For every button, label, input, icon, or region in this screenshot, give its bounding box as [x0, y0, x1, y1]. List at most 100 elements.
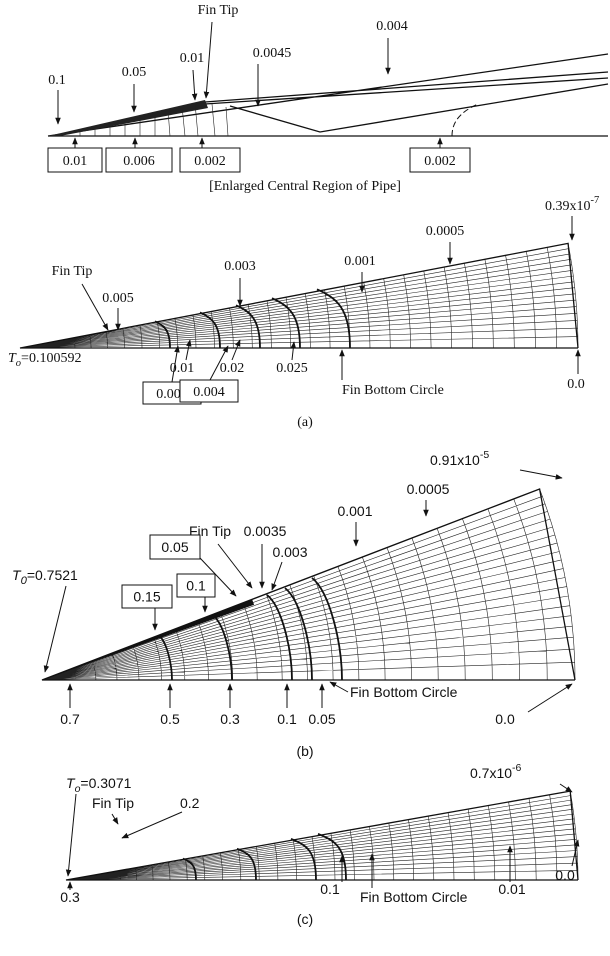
arrow — [571, 839, 580, 867]
boxed-label: 0.002 — [194, 154, 226, 169]
boxed-label: 0.05 — [161, 539, 188, 555]
fin — [48, 100, 208, 136]
label-box — [179, 147, 241, 173]
pipe-edges — [47, 53, 609, 137]
arrow — [185, 339, 192, 361]
enlarged-region: Fin Tip 0.1 0.05 0.01 0.0045 0.004 0.01 0.006 0.… — [47, 3, 609, 194]
label: 0.05 — [308, 711, 335, 727]
boxed-label: 0.004 — [193, 385, 225, 400]
label: 0.1 — [277, 711, 297, 727]
label: 0.1 — [48, 73, 66, 88]
label: 0.05 — [122, 65, 147, 80]
t0-label: To=0.100592 — [8, 351, 81, 369]
boxed-label: 0.01 — [63, 154, 88, 169]
label: 0.025 — [276, 361, 308, 376]
label: 0.39x10-7 — [545, 195, 599, 214]
label: 0.02 — [220, 361, 245, 376]
arrow — [43, 585, 67, 673]
label-subscript: o — [16, 358, 21, 369]
panel-a: 0.39x10-7 0.0005 0.001 0.003 Fin Tip 0.005 To=… — [8, 195, 599, 430]
mesh — [65, 791, 579, 881]
arrow — [111, 813, 119, 825]
caption: (c) — [297, 911, 313, 927]
wedge-edge — [41, 488, 576, 681]
label: 0.0005 — [407, 481, 450, 497]
contour-lines — [154, 288, 351, 349]
arrow — [81, 283, 109, 331]
boxed-label: 0.15 — [133, 589, 160, 605]
arrow — [271, 561, 283, 591]
label-box — [47, 147, 103, 173]
boxed-label: 0.006 — [123, 154, 155, 169]
boxed-label: 0.1 — [186, 578, 206, 594]
arrow — [329, 681, 349, 693]
label: 0.7x10-6 — [470, 762, 522, 781]
label: 0.01 — [498, 881, 525, 897]
contour-lines — [158, 577, 343, 681]
label: Fin Bottom Circle — [342, 383, 444, 398]
caption: [Enlarged Central Region of Pipe] — [209, 179, 401, 194]
contour-lines — [182, 832, 347, 881]
arrow — [65, 793, 77, 877]
contour-line — [451, 103, 479, 137]
label-exponent: -5 — [480, 449, 489, 461]
label: Fin Tip — [52, 264, 93, 279]
arrow — [203, 21, 213, 99]
fin — [20, 330, 115, 348]
label-exponent: -6 — [512, 762, 521, 774]
label-box — [149, 534, 201, 560]
arrow — [217, 543, 253, 589]
label: 0.0 — [567, 377, 585, 392]
wedge-edge — [19, 242, 579, 349]
label: 0.0005 — [426, 224, 465, 239]
label: 0.01 — [170, 361, 195, 376]
fin — [66, 869, 126, 880]
label: Fin Bottom Circle — [350, 684, 458, 700]
label: 0.003 — [224, 259, 256, 274]
label: Fin Tip — [198, 3, 239, 18]
t0-label: To=0.3071 — [66, 775, 132, 795]
label: 0.3 — [220, 711, 240, 727]
label: 0.7 — [60, 711, 80, 727]
label-symbol: T — [8, 351, 17, 366]
label-symbol: T — [66, 775, 76, 791]
arrow — [121, 811, 183, 839]
arrow — [559, 783, 573, 793]
label: Fin Bottom Circle — [360, 889, 468, 905]
arrow — [209, 345, 229, 381]
label: 0.0 — [555, 867, 575, 883]
arrow — [199, 557, 237, 597]
label-base: 0.91x10 — [430, 452, 480, 468]
wedge-edge — [65, 790, 579, 881]
label: Fin Tip — [92, 795, 134, 811]
label-value: =0.7521 — [27, 567, 78, 583]
label: 0.5 — [160, 711, 180, 727]
label-symbol: T — [12, 567, 22, 583]
boxed-label: 0.002 — [424, 154, 456, 169]
label-value: =0.3071 — [80, 775, 131, 791]
contour-lines — [79, 102, 229, 137]
arrow — [527, 683, 573, 713]
label: 0.91x10-5 — [430, 449, 489, 468]
label: 0.0 — [495, 711, 515, 727]
label: 0.0045 — [253, 46, 292, 61]
label-box — [121, 584, 173, 609]
label-box — [179, 379, 239, 403]
arrow — [519, 469, 563, 480]
label: 0.0035 — [244, 523, 287, 539]
label: 0.003 — [272, 544, 307, 560]
label: 0.004 — [376, 19, 408, 34]
label-base: 0.39x10 — [545, 199, 591, 214]
label: 0.1 — [320, 881, 340, 897]
arrow — [231, 339, 241, 361]
label-base: 0.7x10 — [470, 765, 512, 781]
label: 0.001 — [344, 254, 376, 269]
label: 0.001 — [337, 503, 372, 519]
label-exponent: -7 — [591, 195, 600, 206]
label: 0.2 — [180, 795, 200, 811]
label-box — [409, 147, 471, 173]
arrow — [171, 345, 180, 383]
